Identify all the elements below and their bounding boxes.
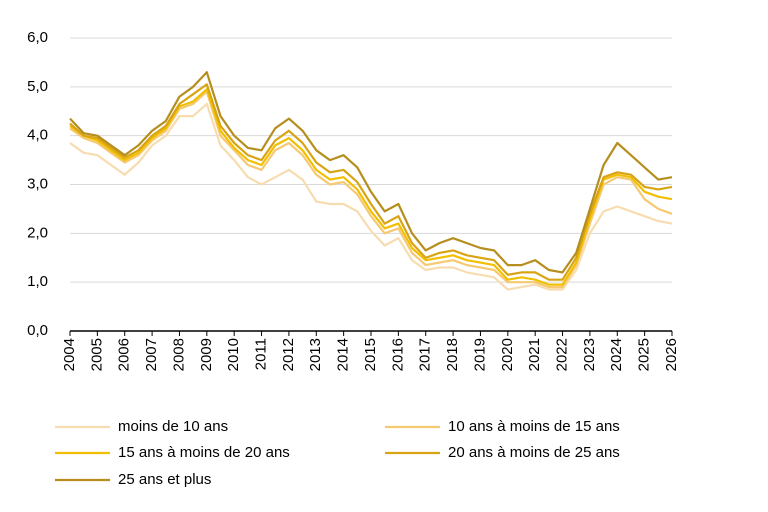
x-tick-label: 2013 [307,338,324,371]
legend-label: 15 ans à moins de 20 ans [118,444,290,461]
x-tick-label: 2023 [581,338,598,371]
legend-label: 25 ans et plus [118,471,211,488]
x-tick-label: 2022 [554,338,571,371]
y-tick-label: 1,0 [27,273,48,290]
series-line [69,83,673,281]
y-tick-label: 0,0 [27,322,48,339]
x-tick-label: 2015 [362,338,379,371]
x-tick-label: 2016 [389,338,406,371]
series-line [69,90,673,289]
legend-label: moins de 10 ans [118,418,228,435]
x-tick-label: 2024 [608,338,625,371]
x-tick-label: 2021 [526,338,543,371]
x-tick-label: 2012 [280,338,297,371]
x-tick-label: 2025 [636,338,653,371]
y-tick-label: 6,0 [27,29,48,46]
x-tick-label: 2009 [198,338,215,371]
x-tick-label: 2004 [61,338,78,371]
x-tick-label: 2026 [663,338,680,371]
x-tick-label: 2005 [88,338,105,371]
y-tick-label: 4,0 [27,127,48,144]
y-tick-label: 3,0 [27,175,48,192]
legend-label: 20 ans à moins de 25 ans [448,444,620,461]
x-tick-label: 2007 [143,338,160,371]
x-tick-label: 2017 [417,338,434,371]
series-line [69,71,673,274]
x-tick-label: 2019 [471,338,488,371]
x-tick-label: 2011 [253,338,270,370]
x-tick-label: 2018 [444,338,461,371]
x-tick-label: 2010 [225,338,242,371]
series-line [69,102,673,291]
y-tick-label: 2,0 [27,224,48,241]
x-tick-label: 2006 [116,338,133,371]
x-tick-label: 2008 [170,338,187,371]
legend-label: 10 ans à moins de 15 ans [448,418,620,435]
y-tick-label: 5,0 [27,78,48,95]
x-tick-label: 2020 [499,338,516,371]
x-tick-label: 2014 [335,338,352,371]
series-line [69,88,673,286]
